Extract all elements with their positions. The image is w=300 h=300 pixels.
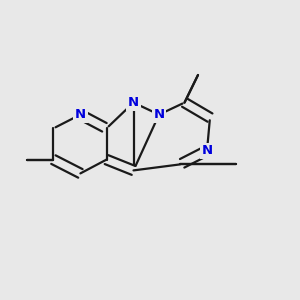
Text: N: N: [201, 144, 213, 157]
Text: N: N: [75, 108, 86, 121]
Text: N: N: [153, 108, 165, 121]
Text: N: N: [128, 96, 139, 109]
